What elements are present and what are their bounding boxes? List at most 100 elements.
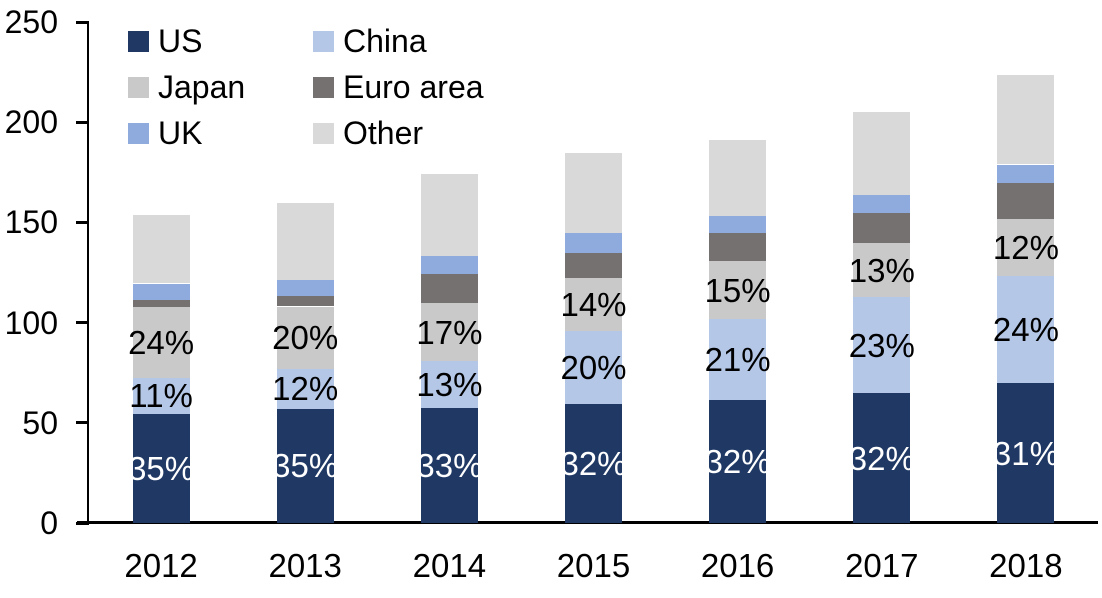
- segment-percent-label: 24%: [128, 324, 195, 362]
- x-category-label: 2017: [845, 547, 919, 584]
- legend-item-other: Other: [313, 112, 423, 154]
- bar-segment-us: 33%: [416, 408, 482, 523]
- bar-segment-japan: 17%: [416, 303, 482, 362]
- segment-percent-label: 31%: [992, 434, 1059, 472]
- bar-segment-other: [853, 112, 911, 195]
- segment-percent-label: 20%: [272, 319, 339, 357]
- y-axis-tick: [76, 20, 89, 24]
- legend-swatch-icon: [313, 76, 334, 98]
- y-axis-tick-label: 200: [4, 104, 58, 141]
- legend-item-uk: UK: [128, 112, 202, 154]
- bar-segment-uk: [420, 256, 478, 275]
- bar-segment-other: [565, 153, 622, 234]
- bar-segment-china: 23%: [849, 297, 915, 394]
- bar-segment-uk: [276, 279, 334, 297]
- bar-segment-japan: 12%: [993, 219, 1059, 276]
- bar-segment-us: 32%: [849, 393, 915, 523]
- y-axis-tick-label: 50: [22, 404, 58, 441]
- bar-segment-uk: [132, 283, 190, 300]
- bar-segment-euro-area: [565, 252, 622, 278]
- x-category-label: 2016: [700, 547, 775, 584]
- segment-percent-label: 23%: [848, 326, 915, 364]
- y-axis-tick: [76, 521, 89, 525]
- bar-segment-china: 24%: [993, 275, 1059, 384]
- bar-segment-china: 13%: [416, 361, 482, 409]
- bar-segment-other: [997, 74, 1055, 165]
- legend-label: China: [343, 22, 427, 59]
- segment-percent-label: 12%: [272, 370, 339, 408]
- bar-segment-uk: [853, 194, 911, 213]
- segment-percent-label: 35%: [272, 447, 339, 485]
- legend-label: US: [158, 22, 203, 59]
- bar-segment-euro-area: [853, 212, 911, 244]
- segment-percent-label: 14%: [560, 285, 627, 323]
- segment-percent-label: 15%: [704, 271, 771, 309]
- segment-percent-label: 17%: [416, 313, 483, 351]
- bar-segment-china: 20%: [560, 331, 627, 405]
- bar-segment-uk: [709, 215, 767, 234]
- x-category-label: 2015: [556, 547, 631, 584]
- bar-segment-japan: 14%: [560, 277, 627, 331]
- legend-swatch-icon: [128, 122, 149, 144]
- bar-segment-euro-area: [132, 300, 190, 307]
- legend-label: Other: [343, 114, 424, 151]
- y-axis-tick: [76, 120, 89, 124]
- bar-segment-us: 35%: [272, 408, 338, 523]
- legend-item-japan: Japan: [128, 66, 245, 108]
- x-category-label: 2018: [989, 547, 1063, 584]
- bar-segment-us: 35%: [128, 413, 194, 523]
- segment-percent-label: 32%: [704, 442, 771, 480]
- legend-label: UK: [158, 114, 203, 151]
- legend-swatch-icon: [128, 30, 149, 52]
- segment-percent-label: 32%: [560, 445, 627, 483]
- y-axis-tick-label: 100: [4, 304, 58, 341]
- bar-segment-us: 31%: [993, 383, 1059, 523]
- bar-segment-us: 32%: [560, 404, 627, 523]
- segment-percent-label: 20%: [560, 349, 627, 387]
- bar-segment-china: 12%: [272, 368, 338, 409]
- segment-percent-label: 13%: [416, 366, 483, 404]
- legend-swatch-icon: [313, 122, 334, 144]
- bar-segment-uk: [997, 164, 1055, 184]
- bar-segment-japan: 15%: [705, 261, 771, 319]
- segment-percent-label: 12%: [992, 228, 1059, 266]
- y-axis-tick-label: 250: [4, 4, 58, 40]
- legend-swatch-icon: [128, 76, 149, 98]
- legend-item-us: US: [128, 20, 202, 62]
- legend-item-china: China: [313, 20, 427, 62]
- segment-percent-label: 33%: [416, 447, 483, 485]
- bar-segment-japan: 20%: [272, 306, 338, 369]
- segment-percent-label: 35%: [128, 449, 195, 487]
- legend-item-euro-area: Euro area: [313, 66, 484, 108]
- legend-swatch-icon: [313, 30, 334, 52]
- bar-segment-euro-area: [276, 296, 334, 307]
- bar-segment-japan: 24%: [128, 307, 194, 379]
- bar-segment-other: [420, 174, 478, 257]
- y-axis-tick-label: 150: [4, 204, 58, 241]
- x-category-label: 2014: [412, 547, 487, 584]
- segment-percent-label: 11%: [129, 377, 193, 415]
- bar-segment-uk: [565, 233, 622, 253]
- segment-percent-label: 21%: [704, 340, 771, 378]
- y-axis-tick: [76, 220, 89, 224]
- segment-percent-label: 13%: [848, 251, 915, 289]
- bar-segment-euro-area: [997, 183, 1055, 219]
- y-axis-line: [87, 21, 89, 524]
- y-axis-tick: [76, 421, 89, 425]
- bar-segment-other: [709, 140, 767, 216]
- y-axis-tick: [76, 321, 89, 325]
- bar-segment-china: 11%: [129, 378, 193, 414]
- bar-segment-euro-area: [709, 233, 767, 262]
- y-axis-tick-label: 0: [40, 505, 58, 541]
- x-category-label: 2013: [268, 547, 342, 584]
- segment-percent-label: 24%: [992, 310, 1059, 348]
- segment-percent-label: 32%: [848, 439, 915, 477]
- bar-segment-euro-area: [420, 274, 478, 304]
- legend-label: Japan: [158, 68, 246, 105]
- bar-segment-us: 32%: [705, 399, 771, 523]
- bar-segment-other: [276, 202, 334, 280]
- bar-segment-other: [132, 215, 190, 284]
- legend-label: Euro area: [343, 68, 484, 105]
- bar-segment-japan: 13%: [849, 243, 915, 298]
